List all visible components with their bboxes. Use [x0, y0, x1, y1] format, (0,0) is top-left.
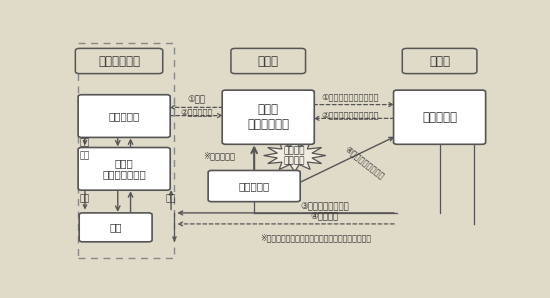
Text: 受注者
【工事受注】: 受注者 【工事受注】: [248, 103, 289, 131]
FancyBboxPatch shape: [79, 213, 152, 242]
Text: ④違法行為の取締り: ④違法行為の取締り: [344, 144, 387, 181]
FancyBboxPatch shape: [231, 48, 306, 74]
Text: 警　察: 警 察: [429, 55, 450, 68]
Text: 暴力団員等: 暴力団員等: [239, 181, 270, 191]
Text: 受注者: 受注者: [258, 55, 279, 68]
Text: ①通報・届出・捜査協力: ①通報・届出・捜査協力: [321, 93, 379, 102]
FancyBboxPatch shape: [78, 148, 170, 190]
Text: 指示: 指示: [80, 195, 90, 204]
FancyBboxPatch shape: [78, 95, 170, 137]
Text: 沖縄警察署: 沖縄警察署: [422, 111, 457, 124]
Text: ①報告: ①報告: [188, 96, 206, 105]
FancyBboxPatch shape: [75, 48, 163, 74]
Text: 市（発注者）: 市（発注者）: [98, 55, 140, 68]
Text: ※受注者が通報義務を怠った場合、相互に通知する: ※受注者が通報義務を怠った場合、相互に通知する: [260, 234, 372, 243]
Text: ③相互に通知・送絡: ③相互に通知・送絡: [300, 201, 349, 210]
Text: 不当要求
工事妨害: 不当要求 工事妨害: [284, 146, 305, 165]
FancyBboxPatch shape: [402, 48, 477, 74]
Text: 市長: 市長: [109, 222, 122, 232]
FancyBboxPatch shape: [222, 90, 314, 144]
Text: ②対処の指示: ②対処の指示: [180, 109, 213, 118]
Polygon shape: [263, 139, 326, 172]
Text: 事業担当課: 事業担当課: [108, 111, 140, 121]
FancyBboxPatch shape: [208, 170, 300, 202]
FancyBboxPatch shape: [394, 90, 486, 144]
Text: 報告: 報告: [166, 195, 176, 204]
Bar: [78, 43, 174, 258]
Text: 指示: 指示: [80, 138, 90, 147]
Text: ※指名停止等: ※指名停止等: [203, 151, 235, 160]
Text: 総務部
（契約管財課）: 総務部 （契約管財課）: [102, 158, 146, 180]
Text: ④保護対策: ④保護対策: [310, 212, 339, 221]
Text: ②対処措置及び保護対策: ②対処措置及び保護対策: [321, 111, 379, 120]
Text: 報告: 報告: [80, 151, 90, 161]
